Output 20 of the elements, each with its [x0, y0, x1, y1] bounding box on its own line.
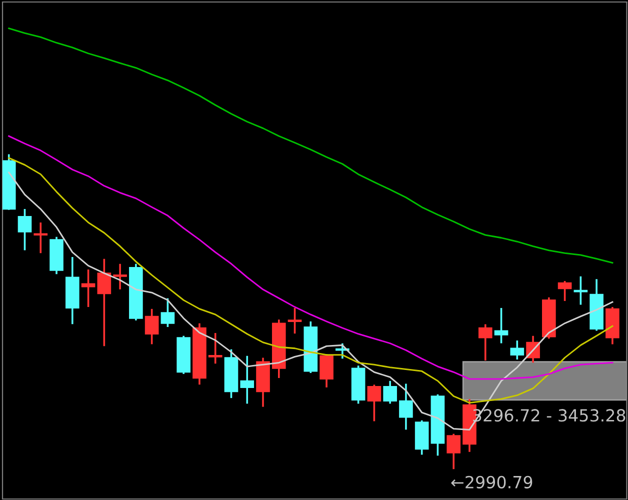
- candlestick: [494, 308, 508, 344]
- candlestick: [320, 354, 334, 388]
- candlestick: [558, 281, 572, 302]
- candlestick: [336, 343, 350, 359]
- candlestick: [144, 308, 159, 344]
- candlestick: [288, 308, 302, 334]
- candlestick: [113, 264, 127, 290]
- candlestick: [367, 384, 382, 422]
- candlestick: [97, 258, 112, 346]
- candlestick: [34, 222, 48, 254]
- candlestick: [446, 434, 461, 470]
- candlestick: [240, 356, 254, 404]
- candlestick: [18, 209, 32, 250]
- text: ←2990.79: [451, 476, 532, 488]
- candlestick: [510, 340, 524, 360]
- candlestick: [399, 384, 413, 430]
- candlestick: [208, 333, 222, 364]
- candlestick: [383, 380, 397, 404]
- candlestick: [160, 298, 175, 327]
- candlestick: [478, 324, 492, 360]
